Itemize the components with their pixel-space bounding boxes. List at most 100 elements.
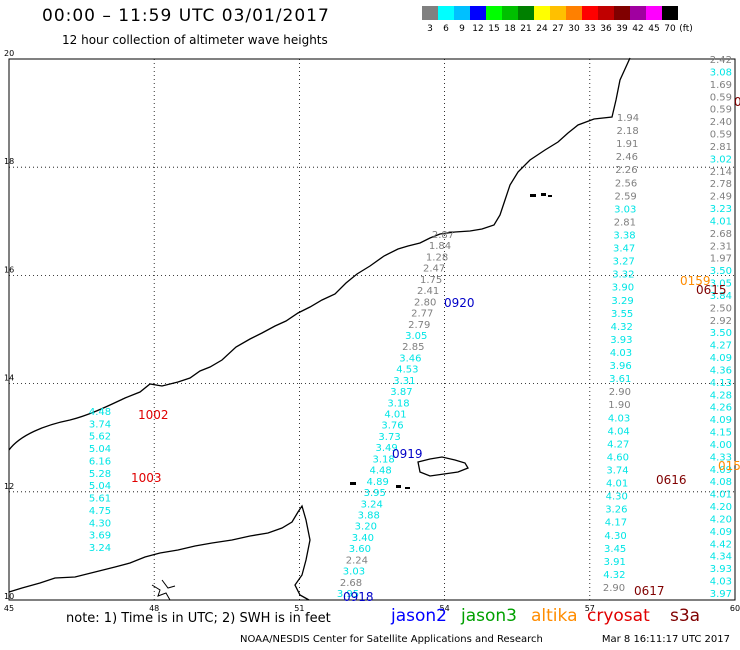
wave-height-value: 2.18 [616,126,638,137]
wave-height-value: 1.90 [608,400,630,411]
wave-height-value: 2.68 [710,229,732,240]
wave-height-value: 5.61 [89,494,111,505]
legend-tick-label: 33 [584,24,596,34]
wave-height-value: 2.78 [710,179,732,190]
axis-ticks: 45 48 51 54 57 60 10 12 14 16 18 20 [4,49,740,613]
wave-height-value: 0.59 [710,92,732,103]
wave-height-value: 4.28 [710,390,732,401]
wave-height-value: 3.55 [611,309,633,320]
wave-height-value: 4.17 [605,518,627,529]
wave-height-value: 3.03 [614,204,636,215]
legend-tick-label: 42 [632,24,644,34]
wave-height-value: 5.62 [89,432,111,443]
time-marker-label: 0919 [392,447,423,461]
wave-height-value: 4.32 [603,570,625,581]
wave-height-value: 3.18 [387,398,409,409]
wave-height-value: 4.89 [367,477,389,488]
legend-tick-label: 9 [459,24,465,34]
wave-height-value: 3.24 [361,499,383,510]
wave-height-value: 2.90 [603,583,625,594]
wave-height-value: 3.24 [89,543,111,554]
wave-height-value: 4.34 [710,552,732,563]
time-markers: 0920 0919 0918 1002 1003 0159 015 0615 0616 0617 0 [131,95,740,604]
legend-swatch [422,6,438,20]
wave-height-value: 4.75 [89,506,111,517]
wave-height-value: 2.56 [615,178,637,189]
time-marker-label: 0918 [343,590,374,604]
wave-height-value: 3.61 [609,374,631,385]
wave-height-value: 4.30 [604,531,626,542]
legend-swatch [566,6,582,20]
legend-tick-label: 12 [472,24,484,34]
wave-height-value: 4.33 [710,452,732,463]
wave-height-value: 2.14 [710,167,732,178]
legend-swatch [534,6,550,20]
longitude-tick-label: 48 [149,604,159,613]
latitude-tick-label: 12 [4,482,14,491]
wave-height-value: 6.16 [89,456,111,467]
wave-height-value: 4.01 [710,490,732,501]
wave-height-value: 4.32 [611,322,633,333]
wave-height-value: 4.20 [710,514,732,525]
wave-height-value: 4.09 [710,527,732,538]
wave-height-value: 4.01 [606,479,628,490]
wave-height-value: 4.26 [710,403,732,414]
wave-height-value: 3.27 [613,257,635,268]
wave-height-value: 4.09 [710,465,732,476]
wave-height-value: 3.87 [390,387,412,398]
wave-height-value: 1.97 [710,254,732,265]
time-marker-label: 015 [718,459,740,473]
legend-swatch [630,6,646,20]
latitude-tick-label: 10 [4,592,14,601]
wave-height-value: 3.91 [604,557,626,568]
wave-height-value: 3.93 [710,564,732,575]
legend-swatch [582,6,598,20]
wave-height-value: 4.48 [370,466,392,477]
wave-height-value: 2.40 [710,117,732,128]
legend-tick-label: 36 [600,24,612,34]
wave-height-value: 2.79 [408,320,430,331]
wave-height-value: 3.50 [710,328,732,339]
wave-height-value: 4.30 [606,492,628,503]
latitude-tick-label: 20 [4,49,14,58]
wave-height-value: 4.09 [710,353,732,364]
legend-tick-label: 3 [427,24,433,34]
wave-height-value: 2.31 [710,241,732,252]
map-title: 00:00 – 11:59 UTC 03/01/2017 [42,6,330,26]
wave-height-value: 2.50 [710,303,732,314]
wave-height-value: 0.59 [710,130,732,141]
legend-swatch [598,6,614,20]
time-marker-label: 1003 [131,471,162,485]
wave-height-value: 3.49 [375,443,397,454]
legend-tick-label: 27 [552,24,564,34]
legend-swatch [550,6,566,20]
legend-unit-label: (ft) [679,24,693,34]
wave-height-value: 2.81 [614,217,636,228]
wave-height-value: 3.38 [613,231,635,242]
wave-height-value: 2.77 [411,309,433,320]
wave-height-value: 2.68 [340,578,362,589]
wave-height-value: 3.05 [710,279,732,290]
wave-height-value: 3.95 [337,589,359,600]
latitude-tick-label: 16 [4,265,14,274]
time-marker-label: 0159 [680,274,711,288]
wave-height-value: 1.84 [429,241,451,252]
wave-height-value: 2.80 [414,297,436,308]
wave-height-value: 4.03 [610,348,632,359]
satellite-jason3: jason3 [461,606,517,626]
wave-height-value: 3.73 [378,432,400,443]
satellite-cryosat: cryosat [587,606,650,626]
small-islands [350,193,552,489]
latitude-tick-label: 18 [4,157,14,166]
wave-height-value: 5.04 [89,444,111,455]
wave-height-value: 1.75 [420,275,442,286]
wave-height-value: 1.94 [617,113,639,124]
wave-height-value: 4.03 [608,413,630,424]
longitude-tick-label: 60 [730,604,740,613]
wave-height-value: 3.18 [372,454,394,465]
time-marker-label: 1002 [138,408,169,422]
longitude-tick-label: 51 [294,604,304,613]
wave-height-value: 2.47 [423,264,445,275]
latitude-tick-label: 14 [4,374,14,383]
legend-tick-label: 70 [664,24,676,34]
